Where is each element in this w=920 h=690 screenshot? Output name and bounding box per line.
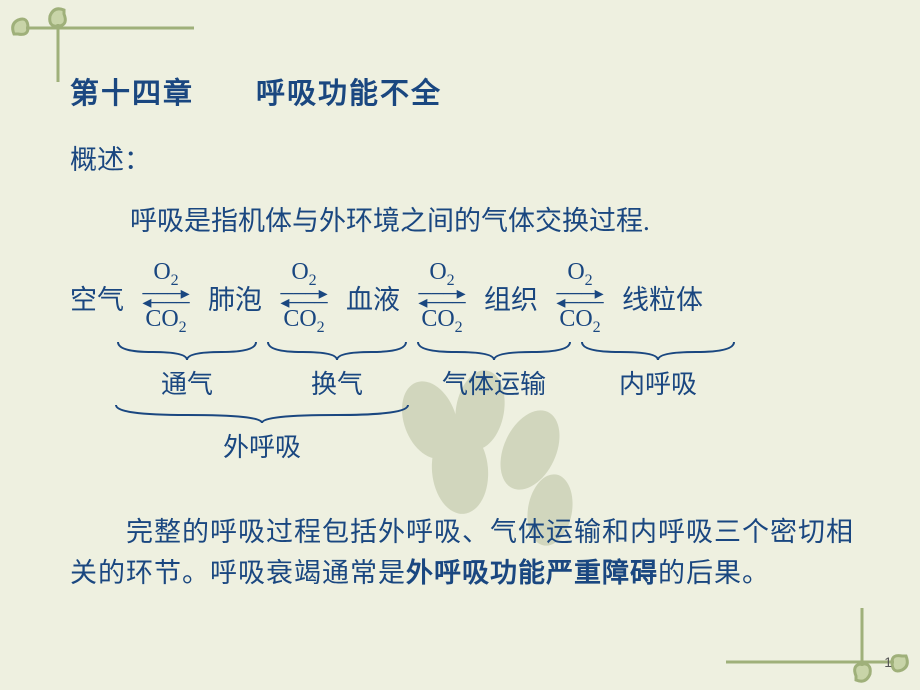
stage-label: 换气 xyxy=(262,364,412,401)
stage-label: 内呼吸 xyxy=(576,364,740,401)
brace-icon xyxy=(112,403,412,425)
exchange-arrows: O2 ───▸ ◂─── CO2 xyxy=(538,260,622,336)
intro-text: 呼吸是指机体与外环境之间的气体交换过程. xyxy=(130,199,860,238)
respiration-diagram: 空气 O2 ───▸ ◂─── CO2 肺泡 O2 ───▸ ◂─── CO2 … xyxy=(70,260,860,336)
stage-label: 通气 xyxy=(112,364,262,401)
brace-icon xyxy=(576,340,740,362)
node-air: 空气 xyxy=(70,278,124,317)
page-number: 1 xyxy=(884,654,892,670)
stage-brace: 气体运输 xyxy=(412,340,576,401)
brace-icon xyxy=(262,340,412,362)
node-tissue: 组织 xyxy=(484,278,538,317)
co2-label: CO xyxy=(145,306,178,332)
section-subhead: 概述： xyxy=(70,138,860,177)
o2-label: O xyxy=(153,259,170,285)
outer-brace: 外呼吸 xyxy=(112,403,412,464)
chapter-title: 第十四章 呼吸功能不全 xyxy=(70,70,860,112)
outer-brace-label: 外呼吸 xyxy=(112,427,412,464)
stage-label: 气体运输 xyxy=(412,364,576,401)
stage-brace: 通气 xyxy=(112,340,262,401)
stage-braces: 通气换气气体运输内呼吸 xyxy=(112,340,860,401)
slide: 第十四章 呼吸功能不全 概述： 呼吸是指机体与外环境之间的气体交换过程. 空气 … xyxy=(0,0,920,690)
conclusion-text: 完整的呼吸过程包括外呼吸、气体运输和内呼吸三个密切相关的环节。呼吸衰竭通常是外呼… xyxy=(70,512,860,596)
stage-brace: 内呼吸 xyxy=(576,340,740,401)
emphasis-text: 外呼吸功能严重障碍 xyxy=(406,558,658,588)
exchange-arrows: O2 ───▸ ◂─── CO2 xyxy=(262,260,346,336)
brace-icon xyxy=(112,340,262,362)
brace-icon xyxy=(412,340,576,362)
node-mitochondria: 线粒体 xyxy=(622,278,703,317)
exchange-arrows: O2 ───▸ ◂─── CO2 xyxy=(400,260,484,336)
node-alveoli: 肺泡 xyxy=(208,278,262,317)
exchange-arrows: O2 ───▸ ◂─── CO2 xyxy=(124,260,208,336)
stage-brace: 换气 xyxy=(262,340,412,401)
node-blood: 血液 xyxy=(346,278,400,317)
